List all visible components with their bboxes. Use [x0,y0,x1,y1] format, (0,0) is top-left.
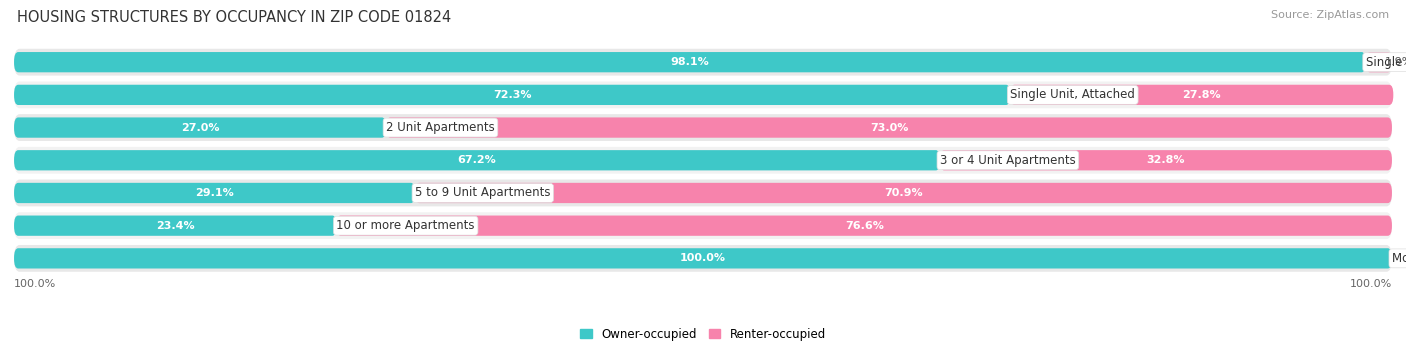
Text: 72.3%: 72.3% [494,90,531,100]
Text: 70.9%: 70.9% [884,188,922,198]
FancyBboxPatch shape [14,245,1392,272]
FancyBboxPatch shape [14,150,941,170]
FancyBboxPatch shape [14,49,1392,76]
FancyBboxPatch shape [14,212,1392,239]
FancyBboxPatch shape [14,81,1392,108]
FancyBboxPatch shape [336,216,1392,236]
Text: 27.8%: 27.8% [1182,90,1220,100]
FancyBboxPatch shape [14,180,1392,206]
Text: 1.9%: 1.9% [1385,57,1406,67]
Text: 73.0%: 73.0% [870,122,908,133]
Text: 27.0%: 27.0% [181,122,219,133]
Text: 100.0%: 100.0% [1350,279,1392,289]
FancyBboxPatch shape [14,183,415,203]
FancyBboxPatch shape [14,52,1365,72]
Legend: Owner-occupied, Renter-occupied: Owner-occupied, Renter-occupied [579,328,827,341]
Text: 10 or more Apartments: 10 or more Apartments [336,219,475,232]
FancyBboxPatch shape [387,117,1392,138]
Text: Single Unit, Detached: Single Unit, Detached [1365,56,1406,69]
Text: HOUSING STRUCTURES BY OCCUPANCY IN ZIP CODE 01824: HOUSING STRUCTURES BY OCCUPANCY IN ZIP C… [17,10,451,25]
Text: 100.0%: 100.0% [681,253,725,263]
Text: 67.2%: 67.2% [457,155,496,165]
Text: Mobile Home / Other: Mobile Home / Other [1392,252,1406,265]
FancyBboxPatch shape [14,216,336,236]
Text: 98.1%: 98.1% [671,57,709,67]
FancyBboxPatch shape [1365,52,1392,72]
Text: Source: ZipAtlas.com: Source: ZipAtlas.com [1271,10,1389,20]
Text: 32.8%: 32.8% [1147,155,1185,165]
FancyBboxPatch shape [1011,85,1393,105]
FancyBboxPatch shape [14,248,1392,268]
Text: 76.6%: 76.6% [845,221,883,231]
Text: 5 to 9 Unit Apartments: 5 to 9 Unit Apartments [415,187,551,199]
Text: 29.1%: 29.1% [195,188,233,198]
Text: 23.4%: 23.4% [156,221,194,231]
Text: 2 Unit Apartments: 2 Unit Apartments [387,121,495,134]
FancyBboxPatch shape [941,150,1392,170]
FancyBboxPatch shape [14,147,1392,174]
FancyBboxPatch shape [14,114,1392,141]
Text: 3 or 4 Unit Apartments: 3 or 4 Unit Apartments [941,154,1076,167]
FancyBboxPatch shape [14,117,387,138]
FancyBboxPatch shape [14,85,1011,105]
Text: Single Unit, Attached: Single Unit, Attached [1011,88,1135,101]
Text: 100.0%: 100.0% [14,279,56,289]
FancyBboxPatch shape [415,183,1392,203]
